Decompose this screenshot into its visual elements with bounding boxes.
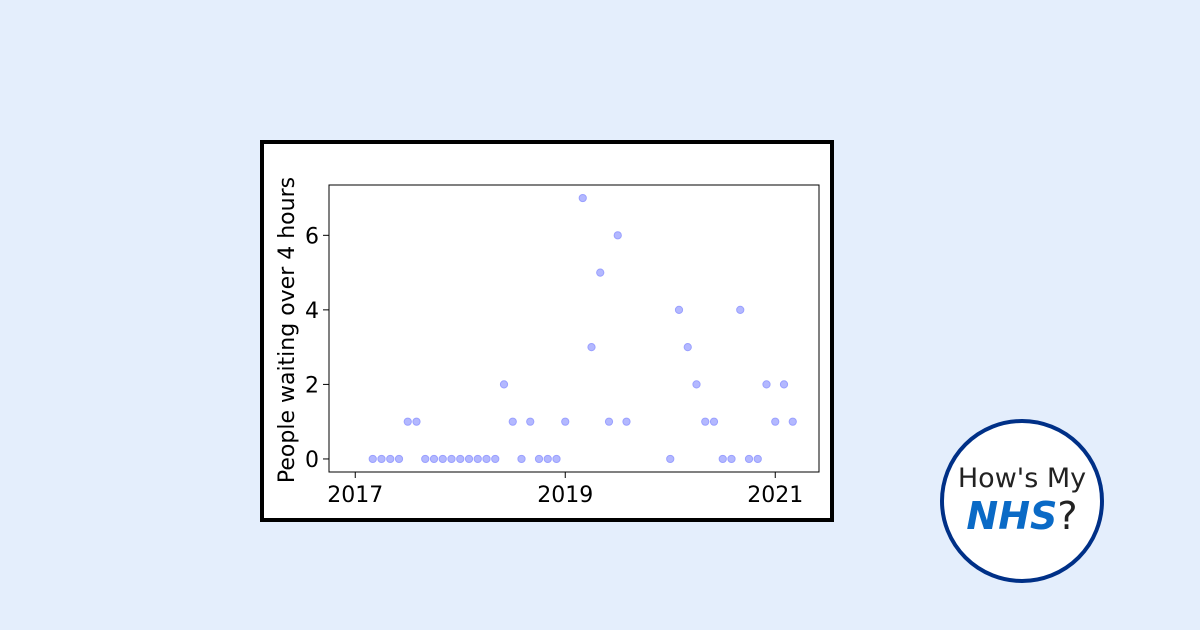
data-point bbox=[674, 305, 684, 314]
data-point bbox=[779, 380, 789, 389]
data-point bbox=[403, 417, 412, 426]
data-point bbox=[771, 417, 780, 426]
data-point bbox=[526, 417, 535, 426]
data-point bbox=[394, 454, 404, 464]
data-point bbox=[736, 305, 745, 314]
data-point bbox=[709, 417, 719, 426]
chart-panel: 0 2 4 6 2017 2019 2021 People waiting over 4 … bbox=[260, 140, 834, 522]
data-point bbox=[412, 417, 421, 426]
data-point bbox=[622, 417, 631, 426]
data-point bbox=[604, 417, 614, 426]
y-axis: 0 2 4 6 bbox=[305, 224, 329, 473]
y-tick-label: 6 bbox=[305, 224, 319, 249]
data-point bbox=[727, 454, 736, 464]
data-point bbox=[596, 268, 605, 277]
data-point bbox=[692, 380, 701, 389]
data-point bbox=[464, 454, 474, 464]
data-point bbox=[718, 454, 727, 464]
x-tick-label: 2021 bbox=[747, 483, 803, 508]
data-point bbox=[456, 454, 465, 464]
data-point bbox=[491, 454, 500, 464]
x-tick-label: 2019 bbox=[537, 483, 593, 508]
logo-text-line2: NHS? bbox=[966, 494, 1077, 540]
logo-question-mark: ? bbox=[1057, 494, 1078, 539]
plot-area bbox=[328, 184, 820, 473]
data-point bbox=[447, 454, 456, 464]
y-tick-label: 4 bbox=[305, 299, 319, 324]
hows-my-nhs-logo: How's My NHS? bbox=[940, 419, 1104, 583]
data-point bbox=[683, 343, 692, 352]
data-point bbox=[473, 454, 482, 464]
y-tick-label: 0 bbox=[305, 448, 319, 473]
data-point bbox=[587, 343, 596, 352]
data-point bbox=[753, 454, 762, 464]
scatter-chart: 0 2 4 6 2017 2019 2021 People waiting over 4 … bbox=[275, 177, 820, 508]
data-point bbox=[552, 454, 561, 464]
logo-text-line1: How's My bbox=[957, 463, 1087, 495]
data-point bbox=[613, 231, 622, 240]
data-point bbox=[762, 380, 771, 389]
data-point bbox=[482, 454, 491, 464]
y-tick-label: 2 bbox=[305, 373, 319, 398]
data-point bbox=[744, 454, 754, 464]
data-point bbox=[578, 193, 587, 203]
x-axis: 2017 2019 2021 bbox=[327, 472, 803, 508]
data-point bbox=[788, 417, 797, 426]
data-point bbox=[508, 417, 517, 426]
data-point bbox=[421, 454, 430, 464]
data-point bbox=[386, 454, 395, 464]
data-point bbox=[377, 454, 386, 464]
data-point bbox=[429, 454, 439, 464]
data-point bbox=[368, 454, 377, 464]
data-point bbox=[517, 454, 526, 464]
y-axis-label: People waiting over 4 hours bbox=[275, 177, 300, 483]
logo-nhs-wordmark: NHS bbox=[966, 494, 1058, 539]
data-point bbox=[499, 380, 509, 389]
x-tick-label: 2017 bbox=[327, 483, 383, 508]
data-point bbox=[666, 454, 675, 464]
data-point bbox=[438, 454, 447, 464]
data-points bbox=[368, 193, 797, 464]
data-point bbox=[543, 454, 552, 464]
data-point bbox=[701, 417, 710, 426]
data-point bbox=[561, 417, 570, 426]
data-point bbox=[534, 454, 544, 464]
